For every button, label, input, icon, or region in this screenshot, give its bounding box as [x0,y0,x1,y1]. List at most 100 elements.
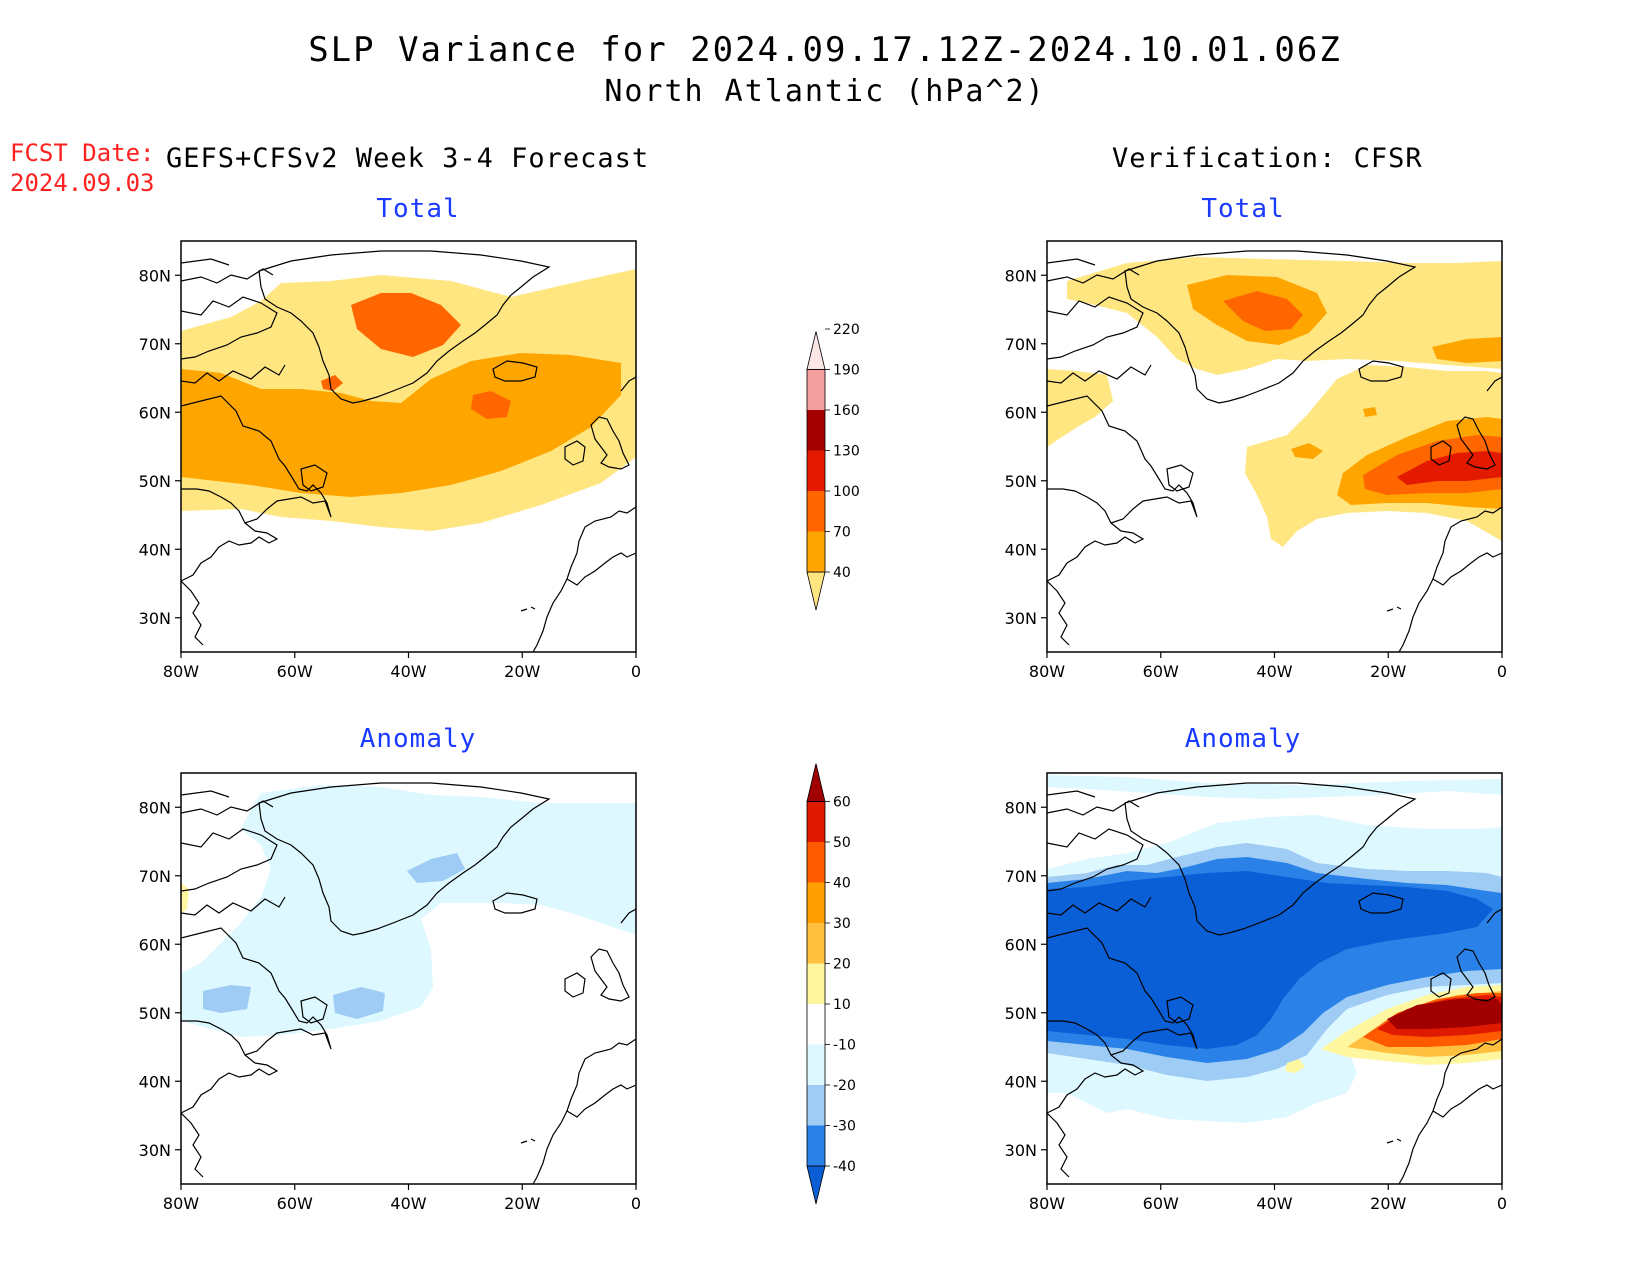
contour-total-70-ne [1432,337,1502,363]
colorbar-label: 160 [833,403,860,419]
verification-column-title: Verification: CFSR [1112,143,1423,174]
colorbar-label: 190 [833,363,860,379]
contour-anom-p10-small [1285,1059,1305,1073]
lon-label: 40W [390,662,426,681]
colorbar-outline [806,369,826,573]
colorbar-swatch [807,923,825,964]
lat-label: 80N [139,798,171,817]
lon-label: 80W [1029,1194,1065,1213]
contour-anom-p60 [1387,999,1502,1029]
lon-label: 20W [1370,662,1406,681]
colorbar-swatch [807,842,825,883]
lon-label: 20W [504,1194,540,1213]
lon-label: 60W [1143,662,1179,681]
contour-total-100-a [351,293,461,357]
lat-label: 70N [139,867,171,886]
colorbar-end-low [806,1165,826,1205]
lat-label: 60N [139,403,171,422]
lon-label: 0 [1497,662,1507,681]
lat-label: 30N [139,1141,171,1160]
lon-label: 40W [1256,662,1292,681]
lat-label: 50N [139,1004,171,1023]
colorbar-swatch [807,410,825,451]
fcst-date-value: 2024.09.03 [10,169,155,197]
colorbar-swatch [807,531,825,572]
lat-label: 80N [1005,266,1037,285]
colorbar-label: 10 [833,997,851,1013]
map-panel-verification-anomaly [1046,772,1503,1185]
contour-anom-m10-north [1047,775,1502,799]
colorbar-end-high [806,763,826,802]
contour-anom-m40 [1047,871,1493,1049]
lat-label: 40N [1005,540,1037,559]
contour-anom-m20-b [203,985,251,1013]
lat-label: 60N [139,935,171,954]
lon-label: 0 [631,1194,641,1213]
lat-label: 40N [139,540,171,559]
lon-label: 40W [390,1194,426,1213]
colorbar-swatch [807,1085,825,1126]
lon-label: 80W [163,662,199,681]
panel-title-verification-anomaly: Anomaly [1184,724,1302,754]
fcst-date-label: FCST Date: [10,139,155,167]
colorbar-label: 100 [833,484,860,500]
lat-label: 50N [139,472,171,491]
map-panel-forecast-anomaly [180,772,637,1185]
colorbar-label: 30 [833,916,851,932]
lon-label: 40W [1256,1194,1292,1213]
lon-label: 80W [163,1194,199,1213]
forecast-column-title: GEFS+CFSv2 Week 3-4 Forecast [166,143,650,174]
colorbar-label: 220 [833,322,860,338]
contour-total-70 [181,353,621,497]
colorbar-total: 40 70 100 130 160 190 220 [806,322,860,611]
colorbar-swatch [807,369,825,410]
lat-label: 60N [1005,935,1037,954]
colorbar-label: 40 [833,876,851,892]
lat-label: 30N [1005,1141,1037,1160]
lon-label: 0 [1497,1194,1507,1213]
panel-title-forecast-anomaly: Anomaly [359,724,477,754]
lon-label: 60W [1143,1194,1179,1213]
colorbar-swatch [807,882,825,923]
map-axes: 30N 40N 50N 60N 70N 80N 80W 60W 40W 20W 0 30N 40N 50N… [139,266,1507,1213]
contour-total-100-c [321,375,343,391]
contour-total-70-mid [1291,443,1323,459]
colorbar-label: -10 [833,1038,856,1054]
contour-total-130-east [1397,451,1502,485]
lat-label: 70N [139,335,171,354]
panel-title-forecast-total: Total [376,194,460,224]
contour-anom-m20-a [407,853,465,883]
contour-anom-p10 [181,883,189,913]
lon-label: 60W [277,1194,313,1213]
lat-label: 50N [1005,1004,1037,1023]
lon-label: 20W [1370,1194,1406,1213]
contour-anom-m20-c [333,987,385,1019]
map-panel-verification-total [1046,240,1503,653]
colorbar-swatch [807,1125,825,1166]
colorbar-label: 60 [833,795,851,811]
colorbar-label: -40 [833,1159,856,1175]
lat-label: 70N [1005,335,1037,354]
colorbar-swatch [807,1004,825,1045]
colorbar-anomaly: -40 -30 -20 -10 10 20 30 40 50 60 [806,763,856,1205]
lon-label: 0 [631,662,641,681]
lat-label: 40N [1005,1072,1037,1091]
lon-label: 80W [1029,662,1065,681]
lon-label: 20W [504,662,540,681]
colorbar-label: 50 [833,835,851,851]
contour-total-70-small [1363,407,1377,417]
colorbar-label: -20 [833,1078,856,1094]
contour-total-100-b [471,391,511,419]
colorbar-label: 20 [833,957,851,973]
lat-label: 50N [1005,472,1037,491]
main-title: SLP Variance for 2024.09.17.12Z-2024.10.… [308,30,1342,70]
colorbar-swatch [807,801,825,842]
lat-label: 40N [139,1072,171,1091]
colorbar-end-high [806,331,826,370]
panel-title-verification-total: Total [1201,194,1285,224]
colorbar-label: 40 [833,565,851,581]
colorbar-end-low [806,571,826,611]
colorbar-label: 130 [833,444,860,460]
subtitle: North Atlantic (hPa^2) [604,74,1046,109]
